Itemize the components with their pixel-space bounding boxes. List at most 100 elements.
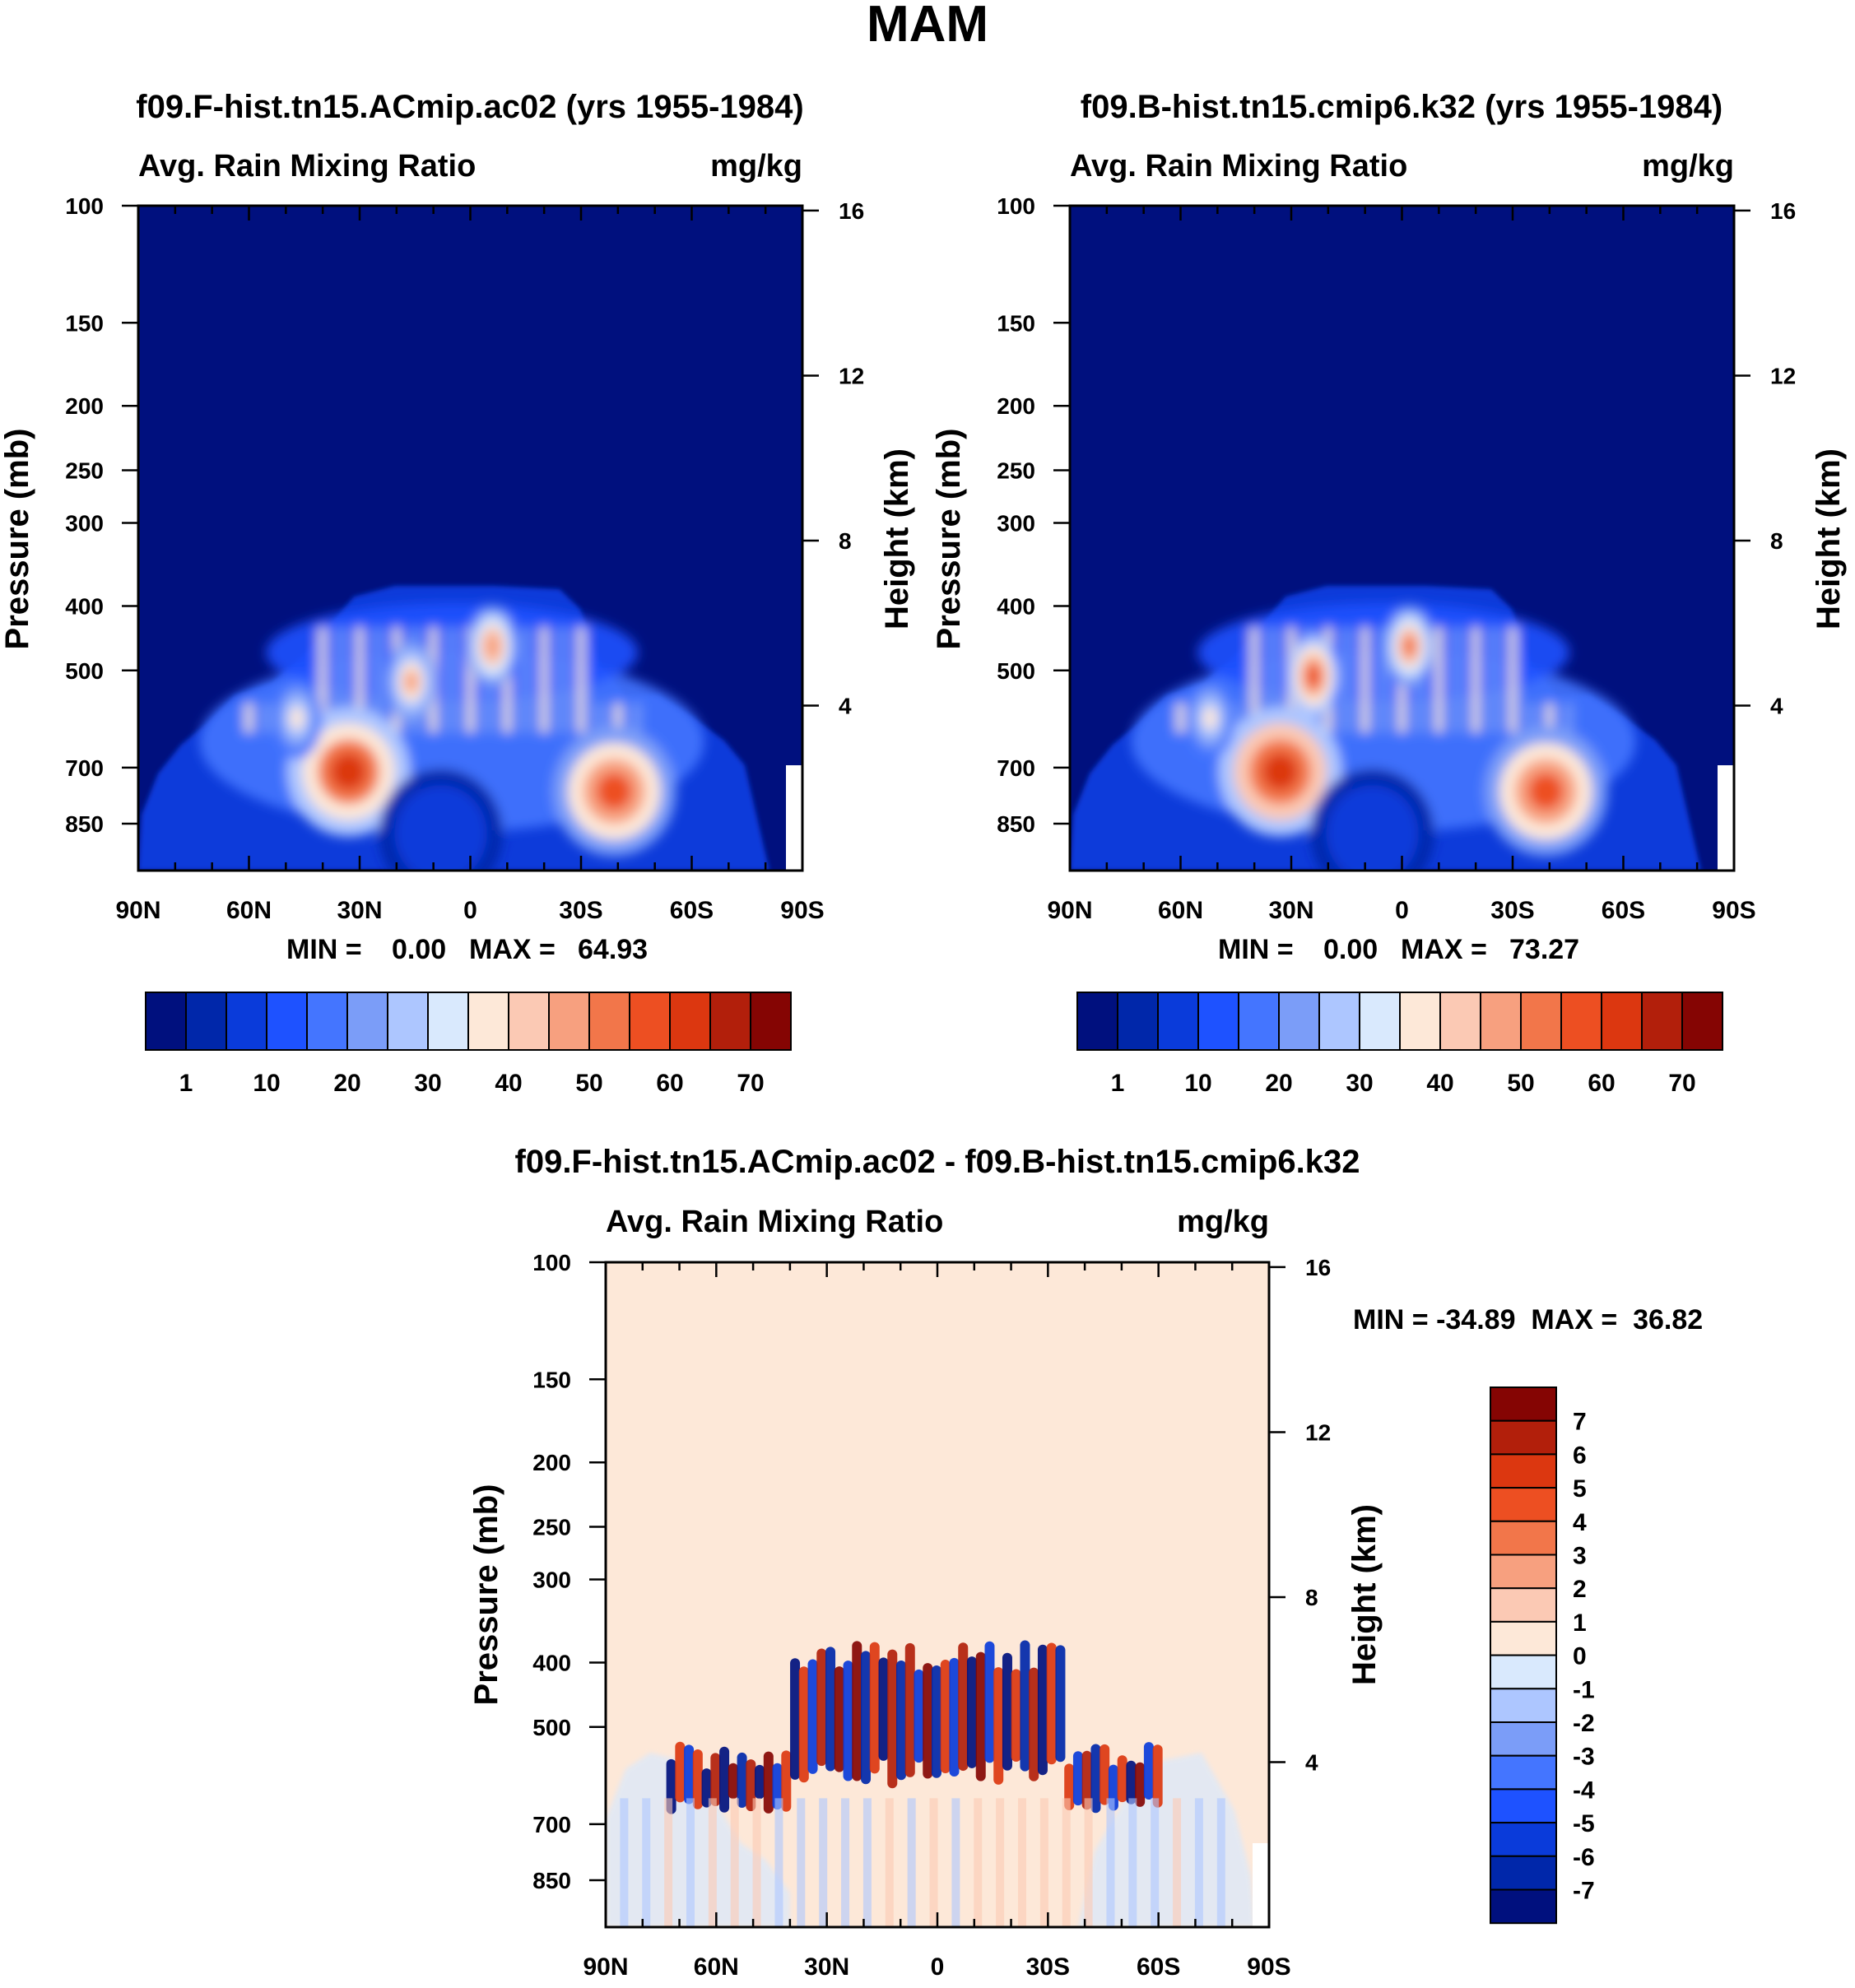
y-tick-label: 200 [997, 393, 1035, 419]
weak-difference [841, 1798, 850, 1927]
difference-streak [755, 1764, 765, 1800]
y-right-tick-label: 4 [1770, 693, 1783, 718]
colorbar-box [1480, 992, 1522, 1051]
panel-3-features [620, 1640, 1225, 1927]
colorbar-box [669, 992, 711, 1051]
colorbar-label: -2 [1573, 1710, 1595, 1737]
colorbar-box [467, 992, 509, 1051]
rain-maximum [485, 634, 500, 658]
y-tick-label: 700 [997, 755, 1035, 781]
y-right-tick-label: 8 [1770, 528, 1783, 554]
colorbar-label: 20 [333, 1070, 360, 1097]
convective-streak [631, 703, 642, 733]
weak-difference [1062, 1798, 1071, 1927]
difference-streak [816, 1648, 827, 1767]
weak-difference [797, 1798, 806, 1927]
colorbar-label: 30 [414, 1070, 441, 1097]
colorbar-label: -4 [1573, 1777, 1595, 1804]
panel-1-colorbar: 1 10 20 30 40 50 60 70 [145, 992, 792, 1097]
panel-1-ylabel: Pressure (mb) [0, 429, 35, 650]
colorbar-box [387, 992, 429, 1051]
colorbar-label: 20 [1265, 1070, 1292, 1097]
panel-1-missing-region [786, 765, 802, 871]
y-tick-label: 850 [532, 1868, 571, 1893]
y-tick-label: 150 [65, 310, 104, 336]
difference-streak [843, 1661, 853, 1781]
panel-3-colorbar: 7 6 5 4 3 2 1 0 -1 -2 -3 -4 -5 -6 -7 [1490, 1386, 1595, 1925]
difference-streak [834, 1666, 844, 1772]
difference-streak [984, 1641, 995, 1763]
y-right-tick-label: 12 [1305, 1419, 1331, 1445]
difference-streak [1029, 1667, 1039, 1781]
colorbar-label: 7 [1573, 1409, 1587, 1436]
colorbar-box [1278, 992, 1320, 1051]
y-tick-label: 500 [65, 658, 104, 684]
convective-streak [1452, 626, 1462, 733]
weak-difference [774, 1798, 783, 1927]
colorbar-box [1359, 992, 1401, 1051]
x-tick-label: 60S [1602, 897, 1645, 924]
colorbar-label: -7 [1573, 1878, 1595, 1905]
x-tick-label: 30S [1490, 897, 1534, 924]
rain-maximum [1355, 815, 1390, 852]
difference-streak [1143, 1742, 1154, 1800]
colorbar-box [1490, 1822, 1557, 1857]
y-right-tick-label: 4 [839, 693, 852, 718]
panel-1-units-label: mg/kg [710, 149, 802, 183]
panel-2-units-label: mg/kg [1642, 149, 1734, 183]
difference-streak [710, 1753, 721, 1807]
panel-2-title: f09.B-hist.tn15.cmip6.k32 (yrs 1955-1984… [1081, 89, 1723, 125]
difference-streak [772, 1763, 783, 1810]
convective-streak [1544, 703, 1555, 733]
colorbar-box [1439, 992, 1481, 1051]
colorbar-label: 40 [495, 1070, 522, 1097]
colorbar-box [1117, 992, 1159, 1051]
x-tick-label: 90S [1712, 897, 1755, 924]
colorbar-box [1641, 992, 1683, 1051]
convective-streak [336, 626, 346, 733]
panel-2-left-label: Avg. Rain Mixing Ratio [1070, 149, 1407, 183]
rain-maximum [1528, 773, 1564, 810]
panel-2-features [1131, 603, 1636, 871]
difference-streak [1055, 1645, 1066, 1763]
colorbar-box [1601, 992, 1643, 1051]
colorbar-box [1490, 1453, 1557, 1489]
panel-3-lower-mottle [606, 1753, 790, 1927]
weak-difference [862, 1798, 872, 1927]
colorbar-label: 3 [1573, 1543, 1587, 1570]
panel-2-min-label: MIN = [1218, 934, 1294, 965]
convective-streak [594, 703, 605, 733]
weak-difference [708, 1798, 717, 1927]
panel-3-left-label: Avg. Rain Mixing Ratio [606, 1205, 943, 1239]
y-tick-label: 400 [997, 593, 1035, 619]
colorbar-box [306, 992, 348, 1051]
panel-1-title: f09.F-hist.tn15.ACmip.ac02 (yrs 1955-198… [136, 89, 803, 125]
colorbar-label: -6 [1573, 1844, 1595, 1871]
difference-streak [1002, 1652, 1012, 1771]
y-right-tick-label: 12 [839, 363, 864, 388]
difference-streak [914, 1669, 924, 1763]
convective-streak [1434, 626, 1444, 733]
y-tick-label: 200 [65, 393, 104, 419]
y-right-tick-label: 16 [1305, 1255, 1331, 1280]
difference-streak [1020, 1640, 1030, 1772]
weak-difference [1128, 1798, 1137, 1927]
convective-streak [262, 703, 272, 733]
y-tick-label: 850 [997, 811, 1035, 837]
colorbar-box [1399, 992, 1441, 1051]
weak-difference [752, 1798, 761, 1927]
colorbar-box [1238, 992, 1280, 1051]
difference-streak [975, 1651, 986, 1781]
rain-maximum [404, 670, 419, 694]
weak-difference [730, 1798, 739, 1927]
panel-1-ylabel-right: Height (km) [879, 448, 915, 629]
panel-2-ylabel: Pressure (mb) [931, 429, 967, 650]
x-tick-label: 60N [694, 1953, 739, 1981]
panel-1-axes: 90N 60N 30N 0 30S 60S 90S 100 150 200 250 300 400 500… [65, 193, 864, 924]
colorbar-box [1681, 992, 1723, 1051]
x-tick-label: 60S [1137, 1953, 1180, 1981]
convective-streak [539, 626, 550, 733]
weak-difference [1039, 1798, 1048, 1927]
panel-1-max-value: 64.93 [578, 934, 648, 965]
difference-streak [1117, 1755, 1127, 1803]
